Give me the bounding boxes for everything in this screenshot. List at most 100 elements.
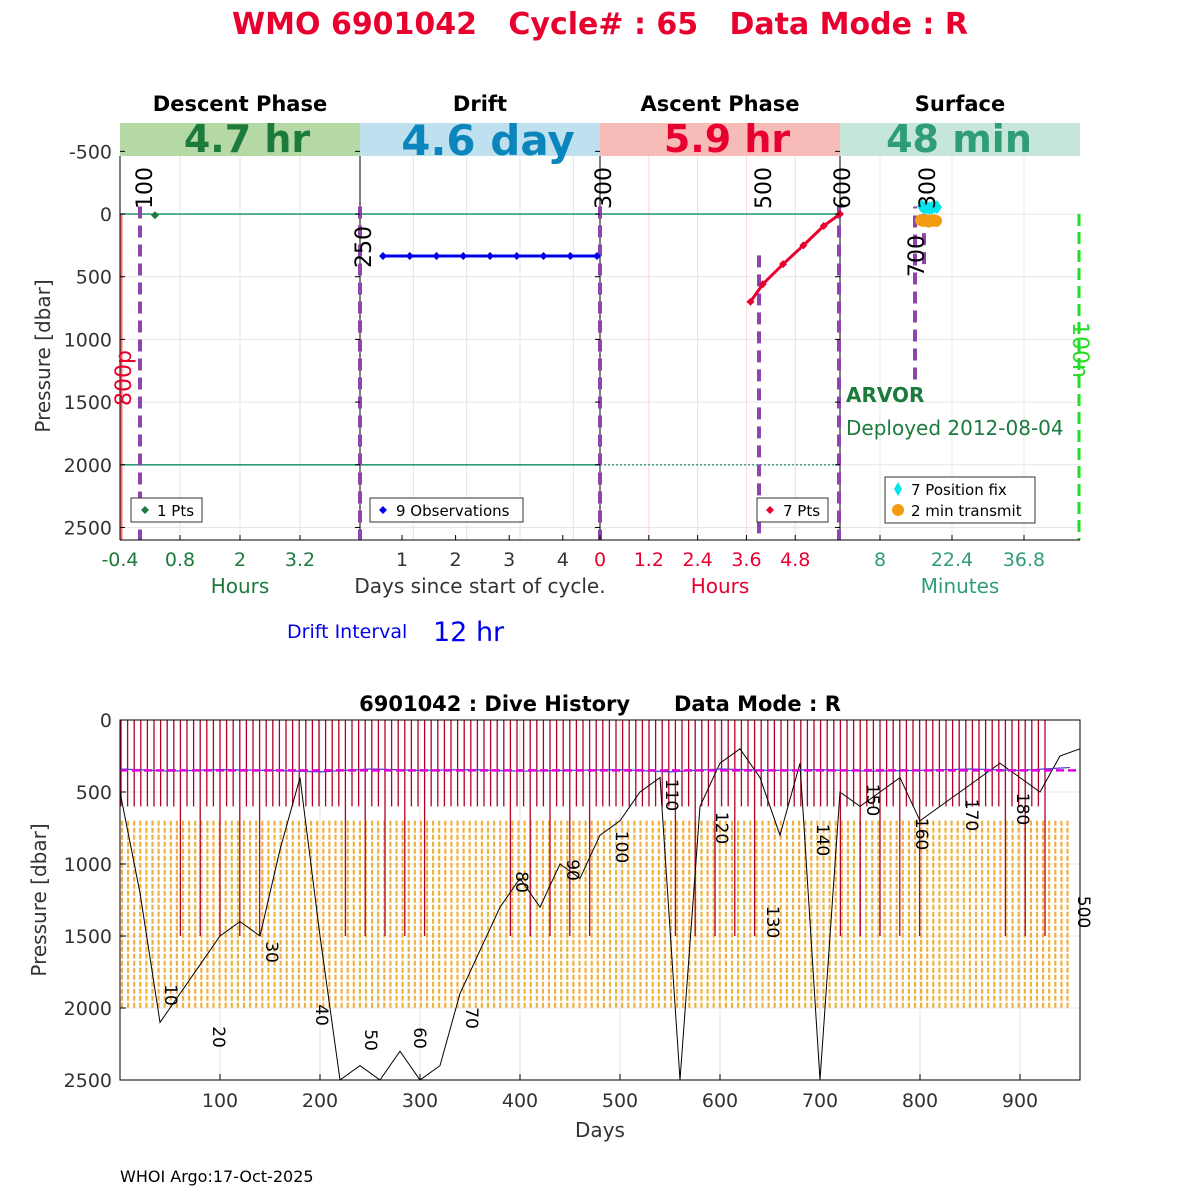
duration-surface: 48 min	[886, 117, 1032, 161]
drift-point	[512, 252, 521, 261]
drift-point	[566, 252, 575, 261]
marker-label-500: 500	[752, 167, 777, 209]
drift-point	[486, 252, 494, 261]
history-data-marks	[119, 720, 1081, 1081]
ascent-point	[819, 221, 828, 230]
drift-point	[379, 252, 387, 261]
marker-label-300-surface: 300	[916, 167, 941, 209]
phase-duration-bands	[120, 123, 1080, 156]
legend-text-transmit: 2 min transmit	[911, 502, 1022, 520]
ascent-point	[799, 241, 808, 250]
cycle-label: 500	[1073, 896, 1093, 928]
phase-data-marks	[151, 199, 942, 306]
marker-label-250: 250	[352, 226, 377, 268]
x-tick-label: 1	[396, 549, 408, 571]
x-tick-label: 3	[503, 549, 515, 571]
cycle-label: 30	[261, 941, 281, 963]
legend-text-ascent: 7 Pts	[783, 502, 820, 520]
x-tick-label: 3.6	[731, 549, 761, 571]
cycle-label: 100	[611, 831, 631, 863]
y-tick-label: 2000	[64, 455, 112, 477]
legend-marker-position-fix	[894, 482, 902, 496]
phase-band-2	[600, 123, 840, 156]
cycle-label: 120	[711, 812, 731, 844]
marker-label-300-drift: 300	[592, 167, 617, 209]
y-tick-label: 2500	[64, 517, 112, 539]
cycle-label: 150	[862, 784, 882, 816]
phase-title-ascent: Ascent Phase	[641, 92, 800, 116]
history-x-tick-label: 300	[402, 1090, 438, 1112]
phase-title-drift: Drift	[453, 92, 507, 116]
legend-ascent: 7 Pts	[756, 497, 829, 523]
history-y-tick-label: 500	[76, 782, 112, 804]
history-y-tick-label: 0	[100, 710, 112, 732]
drift-point	[459, 252, 468, 261]
x-unit-drift: Days since start of cycle.	[354, 574, 605, 598]
legend-drift: 9 Observations	[369, 497, 524, 523]
marker-label-600: 600	[831, 167, 856, 209]
ascent-point	[779, 260, 788, 269]
legend-marker-ascent	[766, 506, 774, 514]
footer-credit: WHOI Argo:17-Oct-2025	[120, 1167, 314, 1186]
history-x-tick-label: 700	[802, 1090, 838, 1112]
marker-label-800p: 800p	[112, 350, 137, 406]
float-type: ARVOR	[846, 383, 924, 407]
marker-label-700: 700	[905, 235, 930, 277]
x-tick-label: 2	[234, 549, 246, 571]
x-unit-surface: Minutes	[921, 574, 1000, 598]
ascent-point	[746, 297, 755, 306]
cycle-label: 180	[1012, 793, 1032, 825]
transmit-point	[930, 214, 942, 227]
cycle-label: 40	[311, 1004, 331, 1026]
legend-text-position-fix: 7 Position fix	[911, 481, 1007, 499]
descent-point	[151, 211, 159, 220]
y-tick-label: 500	[76, 267, 112, 289]
marker-label-100n: 100n	[1067, 322, 1092, 378]
top-x-axes: -0.4 0.8 2 3.2 1 2 3 4 0 1.2 2.4 3.6 4.8 8 22.4 36.8	[101, 535, 1080, 571]
duration-drift: 4.6 day	[401, 116, 575, 165]
history-y-axis-label: Pressure [dbar]	[27, 823, 51, 976]
drift-point	[539, 252, 548, 261]
x-tick-label: 0.8	[165, 549, 195, 571]
history-x-tick-label: 200	[302, 1090, 338, 1112]
cycle-label: 80	[511, 871, 531, 893]
history-x-tick-label: 900	[1002, 1090, 1038, 1112]
top-y-axis-label: Pressure [dbar]	[31, 279, 55, 432]
deploy-date: Deployed 2012-08-04	[846, 416, 1064, 440]
x-tick-label: 3.2	[285, 549, 315, 571]
history-axes-box	[119, 719, 1081, 1081]
phase-reference-lines	[119, 156, 1081, 540]
legend-marker-drift	[379, 506, 387, 514]
drift-interval-label: Drift Interval	[287, 621, 407, 643]
history-x-tick-label: 400	[502, 1090, 538, 1112]
y-tick-label: -500	[69, 141, 112, 163]
x-tick-label: 22.4	[931, 549, 973, 571]
marker-label-100: 100	[133, 167, 158, 209]
history-axes: 0 500 1000 1500 2000 2500 100 200 300 400 500 600 70…	[64, 710, 1081, 1112]
history-x-tick-label: 100	[202, 1090, 238, 1112]
legend-marker-transmit	[892, 504, 904, 516]
drift-interval-value: 12 hr	[433, 617, 505, 648]
history-x-axis-label: Days	[575, 1118, 625, 1142]
x-tick-label: -0.4	[101, 549, 138, 571]
phase-title-surface: Surface	[915, 92, 1005, 116]
phase-band-0	[120, 123, 360, 156]
figure-title: WMO 6901042 Cycle# : 65 Data Mode : R	[232, 7, 968, 42]
x-tick-label: 2.4	[683, 549, 713, 571]
cycle-label: 140	[812, 824, 832, 856]
legend-text-descent: 1 Pts	[157, 502, 194, 520]
cycle-label: 170	[961, 799, 981, 831]
y-tick-label: 1500	[64, 392, 112, 414]
x-tick-label: 4	[557, 549, 569, 571]
x-tick-label: 36.8	[1003, 549, 1045, 571]
drift-point	[405, 252, 414, 261]
history-x-tick-label: 800	[902, 1090, 938, 1112]
phase-band-3	[840, 123, 1080, 156]
drift-point	[432, 252, 441, 261]
history-max-pressure-line	[119, 748, 1081, 1081]
ascent-point	[758, 280, 767, 289]
duration-descent: 4.7 hr	[184, 117, 311, 161]
cycle-label: 160	[911, 818, 931, 850]
history-x-tick-label: 500	[602, 1090, 638, 1112]
